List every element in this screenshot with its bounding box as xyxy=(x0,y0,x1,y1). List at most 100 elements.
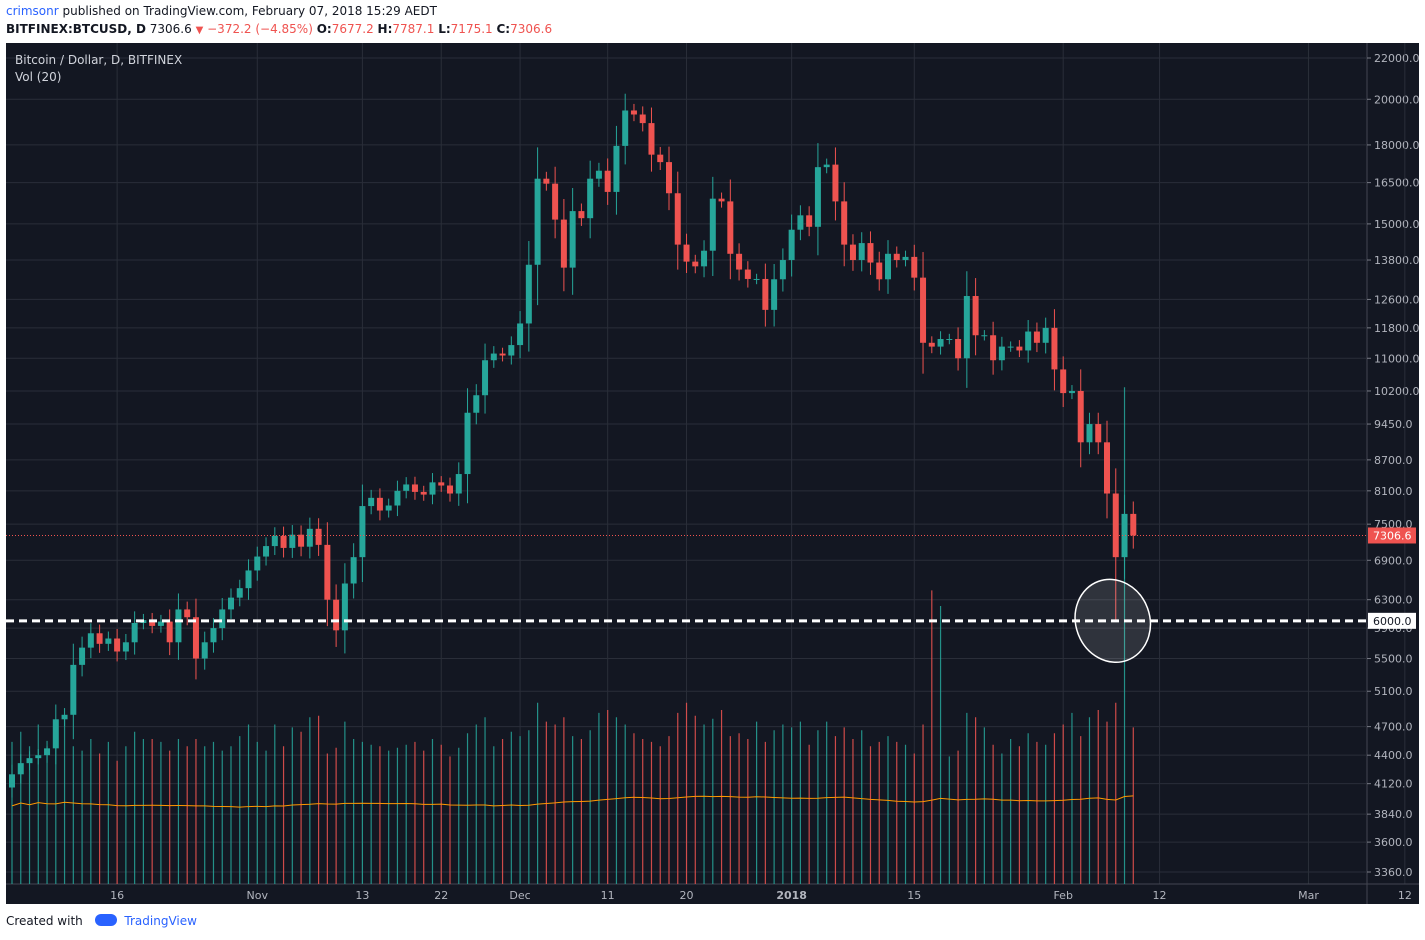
y-tick-label: 11000.0 xyxy=(1374,352,1419,365)
candle-body xyxy=(1007,346,1014,348)
candle-body xyxy=(902,256,909,261)
price-axis xyxy=(1367,43,1419,904)
chart-pane[interactable]: 3360.0 3600.0 3840.0 4120.0 4400.0 4700.0 5100… xyxy=(6,43,1419,904)
tradingview-logo-icon xyxy=(94,914,117,926)
x-tick-label: 12 xyxy=(1398,889,1412,902)
low-label: L: xyxy=(438,22,451,36)
candle-body xyxy=(70,664,77,715)
author-link[interactable]: crimsonr xyxy=(6,4,59,18)
publish-info: crimsonr published on TradingView.com, F… xyxy=(6,4,437,18)
candle-body xyxy=(911,256,918,278)
candle-body xyxy=(420,491,427,495)
last-price-tag xyxy=(1368,527,1416,544)
candle-body xyxy=(876,262,883,280)
x-tick-label: Nov xyxy=(247,889,269,902)
candle-body xyxy=(210,628,217,643)
close-value: 7306.6 xyxy=(510,22,553,36)
x-tick-label: Feb xyxy=(1053,889,1072,902)
candle-body xyxy=(122,642,129,652)
candle-body xyxy=(17,763,24,775)
candle-body xyxy=(228,597,234,610)
highlight-ellipse xyxy=(1074,578,1152,664)
candle-body xyxy=(79,647,86,665)
candle-body xyxy=(1112,493,1119,558)
candle-body xyxy=(771,279,778,310)
candle-body xyxy=(569,211,576,268)
x-tick-label: 22 xyxy=(434,889,448,902)
y-tick-label: 15000.0 xyxy=(1374,218,1419,231)
candle-body xyxy=(166,621,173,643)
candle-body xyxy=(990,335,997,361)
candle-body xyxy=(385,505,392,511)
candle-body xyxy=(955,339,962,359)
candle-body xyxy=(508,345,515,356)
candle-body xyxy=(1033,331,1040,343)
open-label: O: xyxy=(316,22,332,36)
candle-body xyxy=(429,482,436,495)
close-label: C: xyxy=(496,22,511,36)
candle-body xyxy=(219,609,226,629)
candle-body xyxy=(920,277,927,343)
candle-body xyxy=(963,296,970,359)
y-tick-label: 20000.0 xyxy=(1374,93,1419,106)
x-tick-label: 20 xyxy=(680,889,694,902)
y-tick-label: 18000.0 xyxy=(1374,139,1419,152)
candle-body xyxy=(499,353,506,356)
candle-body xyxy=(1025,331,1032,351)
y-tick-label: 16500.0 xyxy=(1374,177,1419,190)
candle-body xyxy=(972,296,979,336)
candle-body xyxy=(1042,327,1049,343)
candle-body xyxy=(438,482,445,486)
candle-body xyxy=(324,544,331,600)
candle-body xyxy=(61,714,68,720)
candle-body xyxy=(534,178,541,265)
candle-body xyxy=(1068,390,1075,394)
chart-canvas[interactable]: 3360.0 3600.0 3840.0 4120.0 4400.0 4700.0 5100… xyxy=(6,43,1419,904)
candle-body xyxy=(552,183,559,220)
high-label: H: xyxy=(377,22,393,36)
candle-body xyxy=(87,633,94,648)
candle-body xyxy=(403,484,410,491)
candle-body xyxy=(1086,424,1093,443)
candle-body xyxy=(823,164,830,168)
down-arrow-icon: ▼ xyxy=(195,25,204,36)
candle-body xyxy=(709,198,716,251)
y-tick-label: 6300.0 xyxy=(1374,594,1413,607)
candle-body xyxy=(9,774,15,788)
candle-body xyxy=(858,243,865,261)
x-tick-label: Mar xyxy=(1298,889,1319,902)
candle-body xyxy=(727,201,734,254)
candle-body xyxy=(578,211,585,219)
x-tick-label: 16 xyxy=(110,889,124,902)
candle-body xyxy=(263,546,270,557)
candle-body xyxy=(298,534,305,547)
x-tick-label: 12 xyxy=(1153,889,1167,902)
y-tick-label: 3840.0 xyxy=(1374,808,1413,821)
candle-body xyxy=(832,164,839,202)
tradingview-link[interactable]: TradingView xyxy=(124,914,197,928)
y-tick-label: 4120.0 xyxy=(1374,778,1413,791)
candle-body xyxy=(517,323,524,346)
last-price: 7306.6 xyxy=(149,22,192,36)
candle-body xyxy=(184,609,191,618)
candle-body xyxy=(595,170,602,179)
candle-body xyxy=(447,485,453,494)
x-tick-label: Dec xyxy=(509,889,530,902)
candle-body xyxy=(674,193,681,245)
candle-body xyxy=(482,360,489,396)
candle-body xyxy=(1121,513,1128,558)
y-tick-label: 4400.0 xyxy=(1374,749,1413,762)
y-tick-label: 6900.0 xyxy=(1374,554,1413,567)
candle-body xyxy=(885,253,891,280)
y-tick-label: 10200.0 xyxy=(1374,385,1419,398)
y-tick-label: 5100.0 xyxy=(1374,685,1413,698)
ohlc-bar: BITFINEX:BTCUSD, D 7306.6 ▼ −372.2 (−4.8… xyxy=(6,22,552,36)
low-value: 7175.1 xyxy=(450,22,493,36)
candle-body xyxy=(131,623,138,643)
x-tick-label: 11 xyxy=(601,889,615,902)
candle-body xyxy=(736,253,743,270)
candle-body xyxy=(587,178,594,219)
candle-body xyxy=(44,748,51,756)
candle-body xyxy=(376,497,383,511)
candle-body xyxy=(849,244,856,261)
